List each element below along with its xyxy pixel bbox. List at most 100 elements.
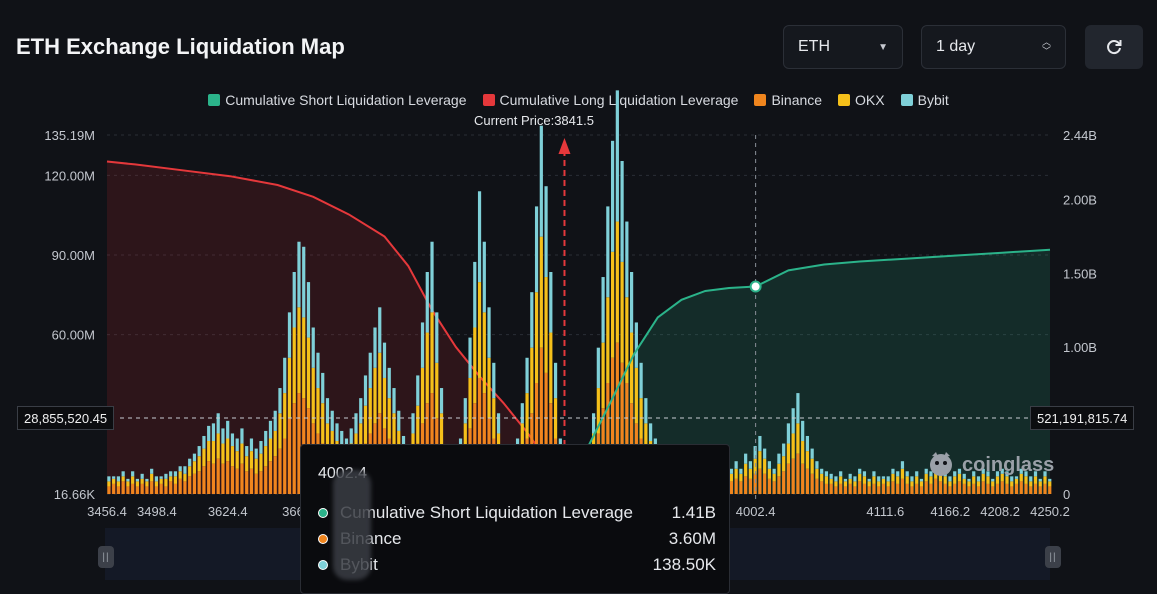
bar-bybit — [1000, 468, 1004, 474]
bar-okx — [953, 476, 957, 484]
bar-okx — [321, 403, 325, 444]
time-range-value: 1 day — [936, 38, 976, 55]
bar-bybit — [392, 388, 396, 414]
bar-okx — [848, 478, 852, 484]
bar-bybit — [473, 261, 477, 328]
bar-okx — [249, 451, 254, 469]
bar-bybit — [235, 438, 239, 452]
legend-item[interactable]: Bybit — [900, 92, 949, 108]
legend-item[interactable]: Cumulative Short Liquidation Leverage — [208, 92, 467, 108]
bar-okx — [858, 473, 862, 482]
bar-bybit — [858, 468, 862, 474]
bar-bybit — [848, 473, 852, 479]
bar-okx — [777, 463, 781, 477]
tooltip-series-value: 3.60M — [668, 529, 716, 548]
bar-okx — [972, 476, 976, 484]
bar-bybit — [416, 375, 420, 406]
bar-bybit — [121, 471, 125, 477]
x-tick-label: 3456.4 — [87, 504, 127, 519]
bar-okx — [287, 357, 292, 419]
x-tick-label: 4208.2 — [980, 504, 1020, 519]
chart-legend: Cumulative Short Liquidation Leverage Cum… — [0, 92, 1157, 108]
bar-binance — [278, 448, 282, 494]
bar-bybit — [991, 478, 995, 482]
bar-binance — [249, 468, 254, 494]
bar-okx — [625, 297, 629, 383]
bar-binance — [858, 481, 862, 494]
tooltip-row: Cumulative Short Liquidation Leverage 1.… — [318, 503, 716, 523]
zoom-left-handle[interactable]: || — [98, 546, 114, 568]
bar-bybit — [744, 453, 748, 464]
bar-bybit — [558, 438, 562, 449]
bar-okx — [620, 261, 624, 363]
bar-bybit — [834, 476, 838, 482]
bar-bybit — [549, 271, 553, 333]
bar-okx — [805, 451, 810, 469]
bar-okx — [482, 312, 486, 394]
bar-binance — [192, 473, 197, 494]
bar-bybit — [430, 241, 434, 313]
bar-binance — [268, 461, 273, 494]
legend-item[interactable]: Binance — [754, 92, 822, 108]
bar-binance — [259, 471, 263, 494]
bar-binance — [943, 483, 947, 494]
bar-bybit — [411, 413, 415, 434]
bar-okx — [601, 342, 605, 409]
bar-binance — [1038, 486, 1042, 494]
legend-item[interactable]: Cumulative Long Liquidation Leverage — [482, 92, 739, 108]
bar-okx — [767, 468, 772, 479]
bar-bybit — [373, 327, 377, 368]
bar-bybit — [1014, 476, 1019, 479]
bar-binance — [235, 468, 239, 494]
bar-binance — [610, 357, 615, 494]
bar-okx — [164, 478, 168, 487]
bar-bybit — [397, 410, 401, 431]
bar-bybit — [401, 435, 406, 449]
x-tick-label: 4002.4 — [736, 504, 776, 519]
refresh-button[interactable] — [1085, 25, 1143, 69]
bar-bybit — [211, 423, 216, 442]
x-tick-label: 3498.4 — [137, 504, 177, 519]
bar-bybit — [240, 428, 244, 444]
bar-bybit — [468, 337, 472, 378]
bar-binance — [910, 486, 914, 494]
bar-bybit — [786, 423, 791, 444]
bar-bybit — [910, 476, 914, 482]
bar-bybit — [1019, 468, 1023, 474]
bar-okx — [368, 388, 372, 434]
bar-bybit — [625, 221, 629, 298]
bar-bybit — [482, 241, 486, 313]
legend-item[interactable]: OKX — [838, 92, 885, 108]
bar-okx — [976, 481, 981, 487]
bar-okx — [230, 446, 235, 467]
bar-okx — [382, 377, 387, 429]
coin-select[interactable]: ETH ▼ — [783, 25, 903, 69]
bar-binance — [962, 483, 966, 494]
bar-bybit — [839, 471, 843, 477]
bar-bybit — [254, 448, 258, 459]
time-range-select[interactable]: 1 day ︿ ﹀ — [921, 25, 1066, 69]
legend-label: Cumulative Long Liquidation Leverage — [499, 92, 739, 108]
bar-bybit — [900, 461, 905, 469]
bar-okx — [216, 433, 220, 459]
bar-bybit — [316, 352, 320, 389]
bar-okx — [1019, 473, 1023, 482]
zoom-right-handle[interactable]: || — [1045, 546, 1061, 568]
bar-okx — [463, 423, 467, 454]
bar-bybit — [354, 413, 358, 434]
bar-okx — [839, 476, 843, 484]
bar-okx — [420, 367, 425, 424]
bar-binance — [183, 481, 187, 494]
bar-binance — [287, 418, 292, 494]
bar-binance — [207, 461, 211, 494]
bar-bybit — [530, 292, 534, 348]
bar-binance — [820, 481, 824, 494]
bar-okx — [302, 317, 306, 399]
bar-bybit — [915, 471, 919, 477]
bar-bybit — [192, 453, 197, 462]
short-liquidation-area — [564, 249, 1050, 494]
bar-bybit — [107, 476, 111, 482]
bar-okx — [1048, 481, 1052, 487]
bar-okx — [211, 441, 216, 464]
bar-okx — [188, 466, 192, 477]
